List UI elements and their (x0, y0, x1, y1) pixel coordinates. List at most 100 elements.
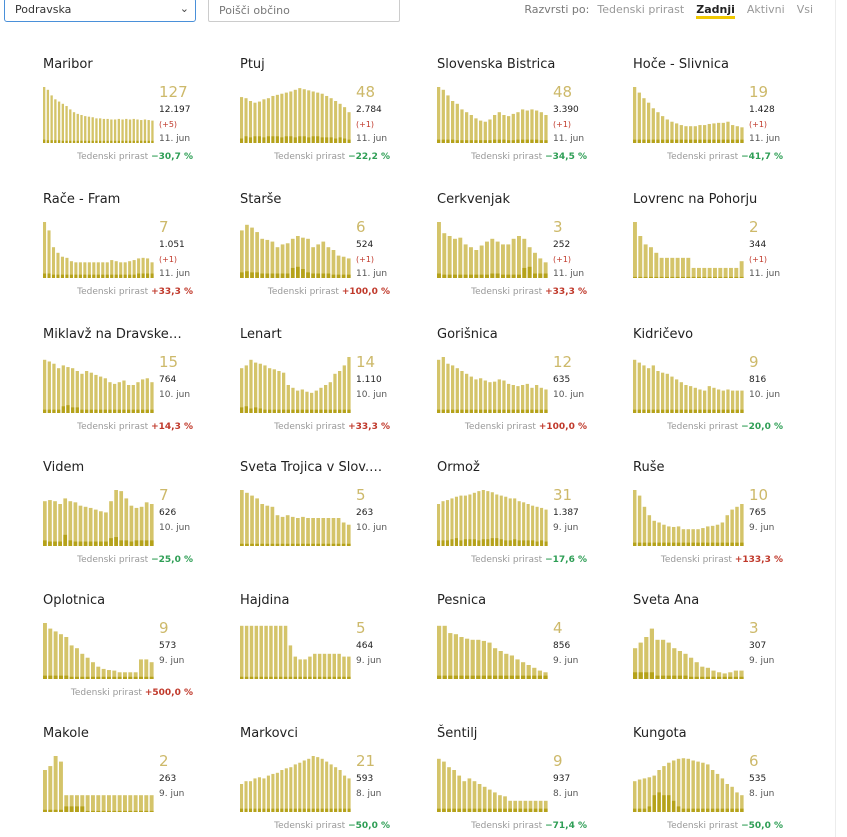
sort-option-weekly-growth[interactable]: Tedenski prirast (597, 3, 685, 16)
municipality-card[interactable]: Markovci 21 593 8. jun Tedenski prirast −50,… (240, 726, 430, 837)
municipality-card[interactable]: Hajdina 5 464 9. jun (240, 593, 430, 723)
active-cases-bar (303, 659, 307, 679)
municipality-card[interactable]: Slovenska Bistrica 48 3.390 (+1) 11. jun Tede… (437, 57, 627, 187)
active-cases-bar (112, 670, 117, 679)
municipality-card[interactable]: Lenart 14 1.110 10. jun Tedenski prirast +33… (240, 327, 430, 457)
new-cases-bar (511, 409, 515, 413)
active-cases-bar (91, 795, 95, 812)
municipality-card[interactable]: Videm 7 626 10. jun Tedenski prirast −25,0 % (43, 460, 233, 590)
active-cases-bar (255, 232, 259, 278)
sort-option-latest[interactable]: Zadnji (696, 3, 735, 19)
new-cases-bar (43, 809, 47, 812)
new-cases-bar (454, 538, 458, 546)
new-cases-bar (451, 409, 455, 413)
active-cases-bar (543, 800, 548, 812)
active-cases-bar (268, 368, 272, 413)
municipality-card[interactable]: Cerkvenjak 3 252 (+1) 11. jun Tedenski priras… (437, 192, 627, 322)
municipality-card[interactable]: Ruše 10 765 9. jun Tedenski prirast +133,3 % (633, 460, 823, 590)
new-cases-bar (470, 675, 475, 679)
total-cases-count: 3.390 (553, 105, 579, 115)
new-cases-bar (701, 542, 705, 546)
active-cases-bar (336, 518, 341, 546)
municipality-card[interactable]: Ptuj 48 2.784 (+1) 11. jun Tedenski prirast −… (240, 57, 430, 187)
case-history-chart (43, 756, 154, 812)
new-cases-bar (99, 409, 103, 413)
active-cases-bar (320, 93, 324, 143)
active-cases-bar (657, 770, 661, 812)
active-cases-bar (633, 781, 637, 812)
active-cases-bar (543, 262, 548, 278)
municipality-card[interactable]: Oplotnica 9 573 9. jun Tedenski prirast +500… (43, 593, 233, 723)
municipality-card[interactable]: Hoče - Slivnica 19 1.428 (+1) 11. jun Tedensk… (633, 57, 823, 187)
active-cases-bar (481, 490, 485, 546)
active-cases-bar (119, 262, 123, 278)
new-cases-bar (114, 274, 118, 278)
new-cases-bar (453, 675, 458, 679)
municipality-card[interactable]: Gorišnica 12 635 10. jun Tedenski prirast +1… (437, 327, 627, 457)
new-cases-bar (488, 409, 492, 413)
new-cases-bar (655, 675, 660, 679)
new-cases-bar (127, 409, 131, 413)
new-cases-bar (95, 140, 98, 143)
municipality-card[interactable]: Makole 2 263 9. jun (43, 726, 233, 837)
new-cases-bar (316, 808, 320, 812)
active-cases-bar (697, 267, 701, 278)
municipality-card[interactable]: Kungota 6 535 8. jun Tedenski prirast −50,0 … (633, 726, 823, 837)
new-cases-bar (117, 140, 120, 143)
new-cases-bar (117, 409, 121, 413)
new-cases-bar (254, 676, 259, 679)
active-cases-bar (99, 118, 102, 143)
new-cases-bar (703, 409, 707, 413)
active-cases-bar (698, 125, 702, 143)
sort-option-all[interactable]: Vsi (796, 3, 813, 16)
active-cases-bar (50, 95, 53, 143)
active-cases-bar (265, 239, 270, 278)
municipality-card[interactable]: Maribor 127 12.197 (+5) 11. jun Tedenski prir… (43, 57, 233, 187)
new-cases-bar (525, 409, 529, 413)
municipality-card[interactable]: Ormož 31 1.387 9. jun Tedenski prirast −17,6… (437, 460, 627, 590)
municipality-card[interactable]: Kidričevo 9 816 10. jun Tedenski prirast −20… (633, 327, 823, 457)
active-cases-bar (289, 767, 293, 812)
new-cases-bar (307, 808, 311, 812)
active-cases-bar (523, 800, 528, 812)
active-cases-bar (298, 762, 302, 812)
active-cases-bar (689, 386, 693, 413)
active-cases-bar (487, 789, 492, 812)
active-cases-bar (502, 380, 506, 413)
new-cases-bar (644, 672, 649, 679)
daily-change: (+1) (749, 255, 768, 264)
new-cases-bar (270, 543, 275, 546)
sort-option-active[interactable]: Aktivni (746, 3, 785, 16)
active-cases-bar (458, 237, 463, 278)
page-divider (835, 0, 836, 837)
municipality-card[interactable]: Lovrenc na Pohorju 2 344 (+1) 11. jun (633, 192, 823, 322)
active-cases-bar (515, 659, 520, 679)
active-cases-bar (53, 631, 58, 679)
active-cases-bar (260, 238, 265, 278)
new-cases-bar (343, 808, 347, 812)
new-cases-bar (80, 140, 83, 143)
new-cases-bar (338, 409, 342, 413)
active-cases-bar (633, 222, 637, 278)
active-cases-bar (513, 800, 518, 812)
new-cases-bar (144, 540, 149, 546)
new-cases-bar (458, 274, 463, 278)
active-cases-bar (722, 673, 727, 679)
new-cases-bar (497, 139, 501, 143)
municipality-card[interactable]: Sveta Trojica v Slov.… 5 263 10. jun (240, 460, 430, 590)
region-select[interactable]: Podravska ⌄ (4, 0, 196, 22)
new-cases-bar (265, 273, 270, 278)
active-cases-bar (521, 109, 525, 143)
municipality-search-input[interactable]: Poišči občino (208, 0, 400, 22)
municipality-card[interactable]: Miklavž na Dravske… 15 764 10. jun Tedenski … (43, 327, 233, 457)
municipality-card[interactable]: Rače - Fram 7 1.051 (+1) 11. jun Tedenski pri… (43, 192, 233, 322)
municipality-card[interactable]: Sveta Ana 3 307 9. jun (633, 593, 823, 723)
active-cases-bar (58, 504, 62, 546)
municipality-card[interactable]: Šentilj 9 937 8. jun Tedenski prirast −71,4 … (437, 726, 627, 837)
new-cases-bar (715, 542, 720, 546)
municipality-card[interactable]: Pesnica 4 856 9. jun (437, 593, 627, 723)
new-cases-bar (53, 675, 58, 679)
new-cases-bar (516, 139, 520, 143)
active-cases-bar (504, 496, 508, 546)
municipality-card[interactable]: Starše 6 524 (+1) 11. jun Tedenski prirast +1… (240, 192, 430, 322)
